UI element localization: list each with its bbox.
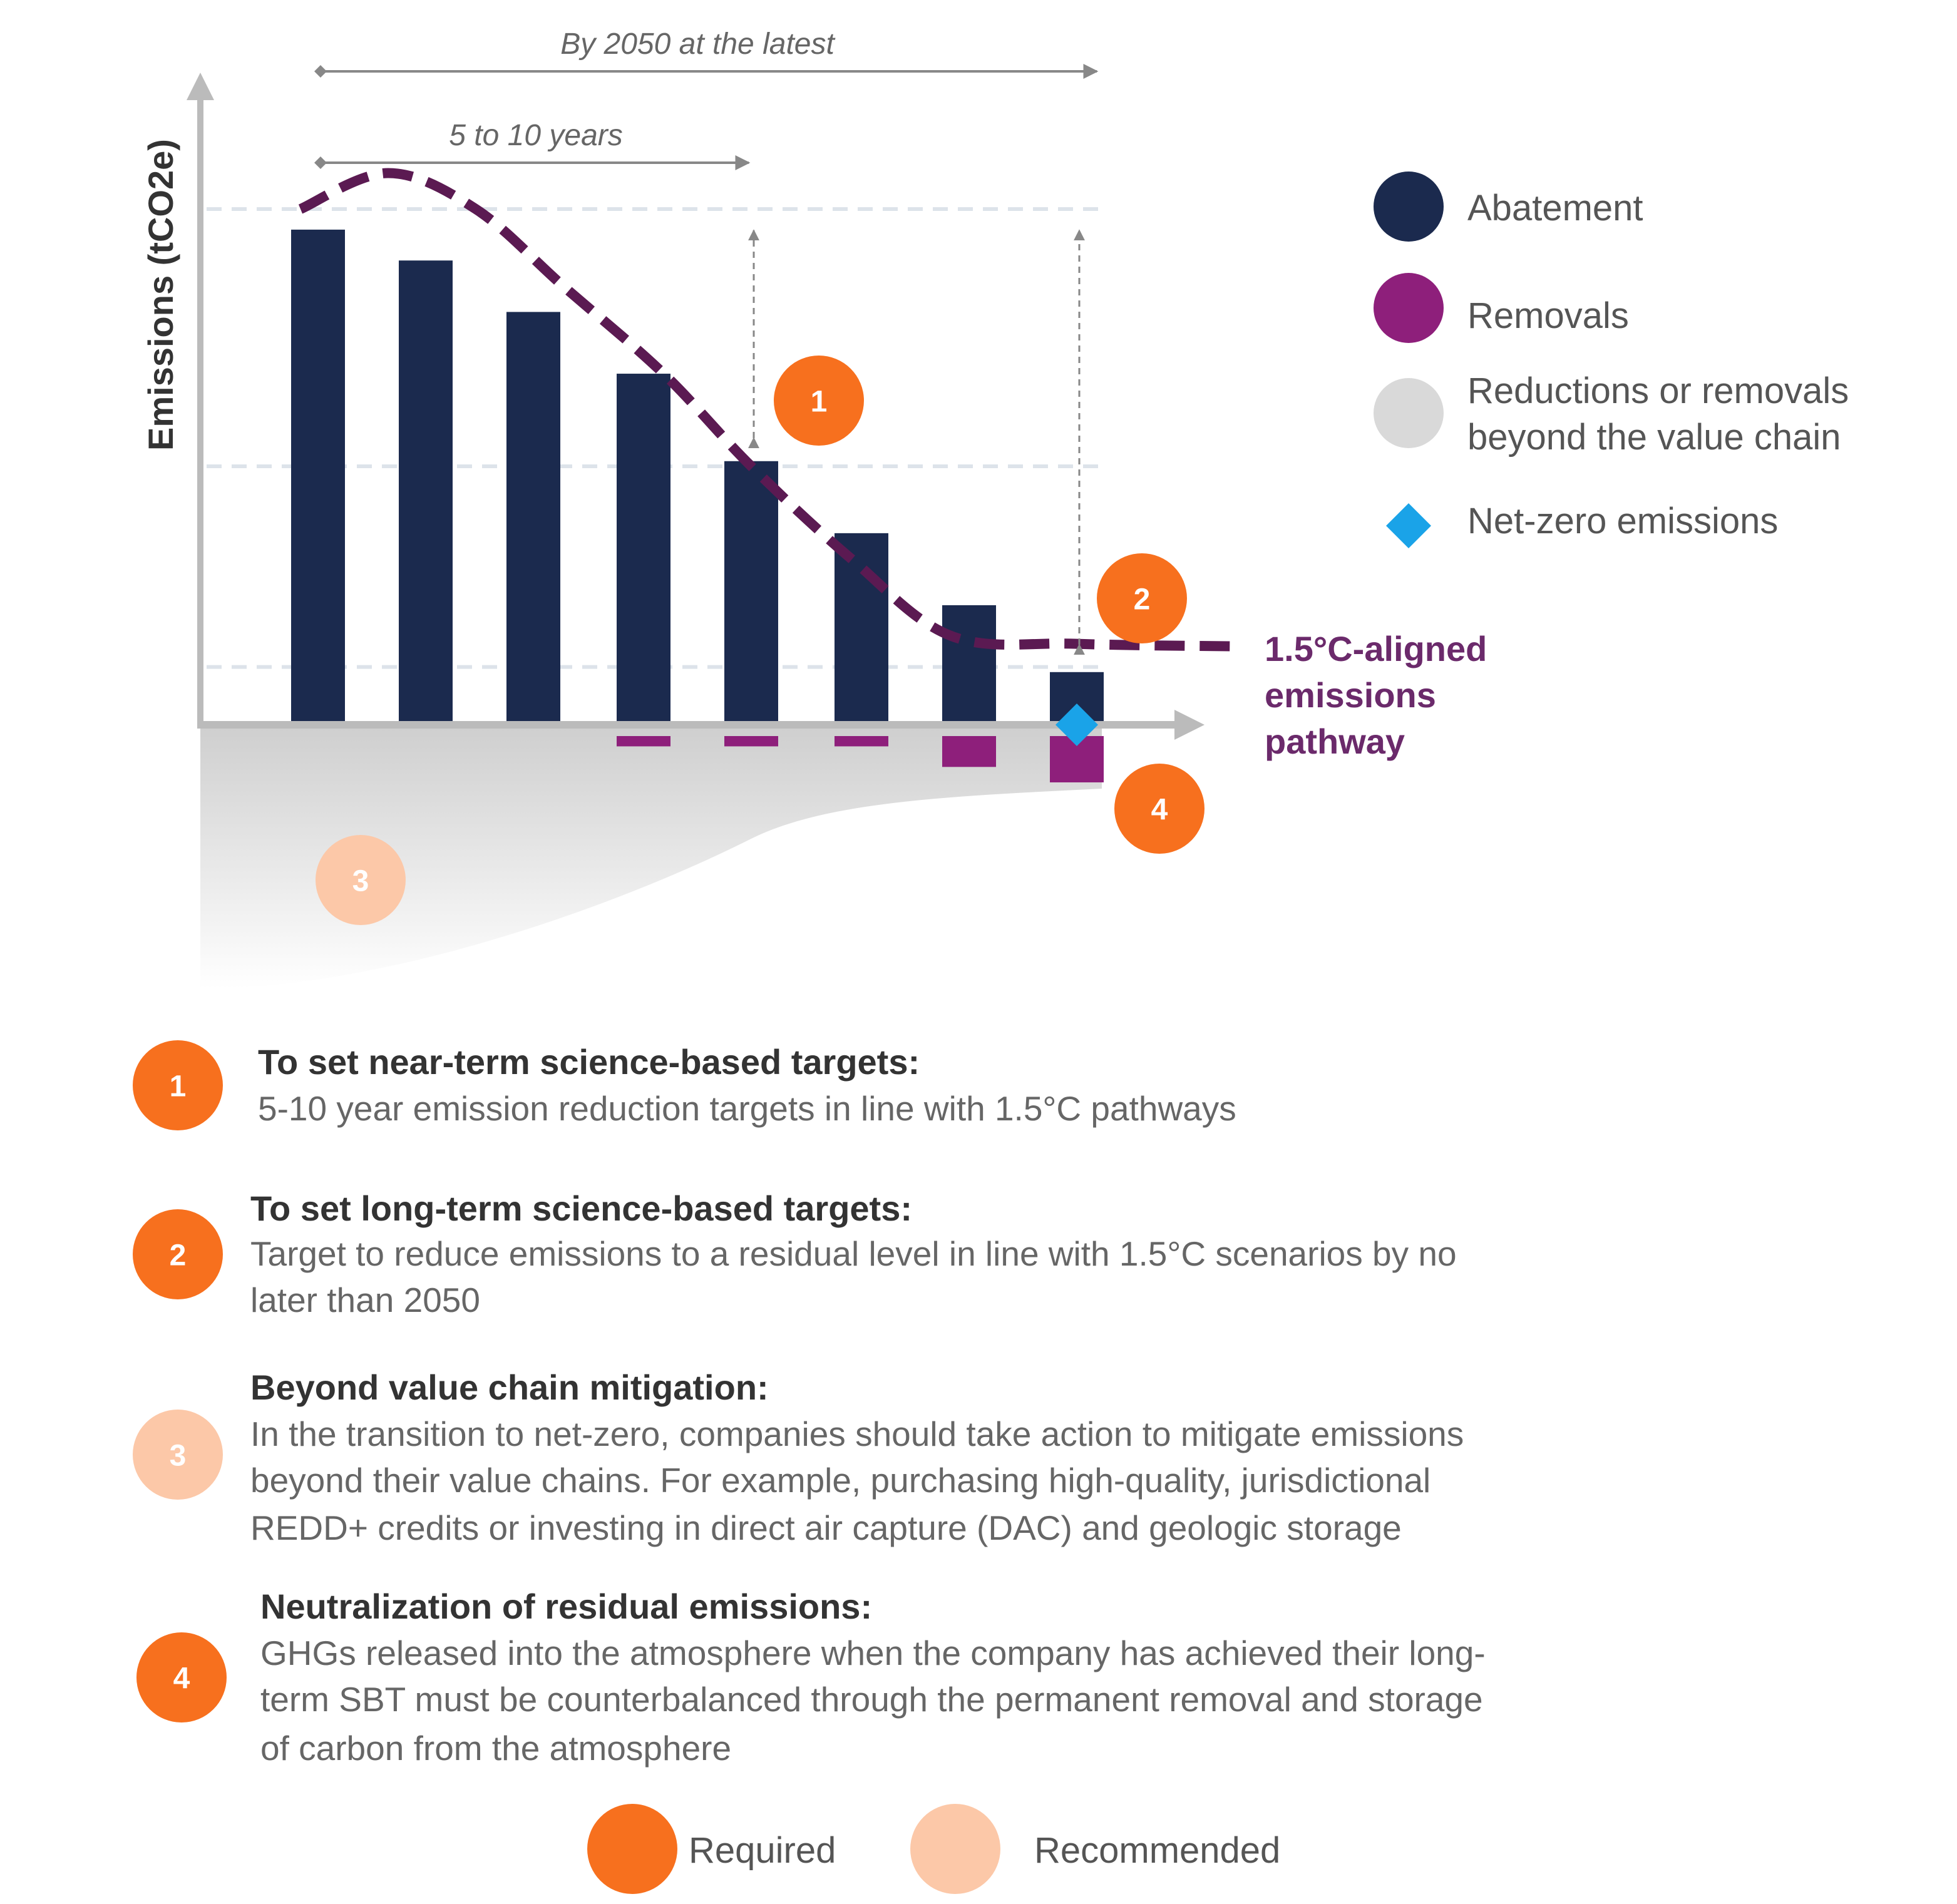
removals-bar — [835, 736, 888, 747]
svg-text:1: 1 — [811, 386, 828, 419]
legend-beyond-value-chain-swatch — [1374, 378, 1444, 448]
legend-abatement-swatch — [1374, 171, 1444, 242]
chart-badge-4: 4 — [1114, 764, 1205, 854]
step-text: of carbon from the atmosphere — [260, 1729, 731, 1768]
step-text: 5-10 year emission reduction targets in … — [258, 1089, 1236, 1128]
bars — [291, 229, 1104, 782]
step-badge — [133, 1040, 223, 1130]
net-zero-diamond-icon — [1056, 704, 1098, 746]
required-swatch — [587, 1804, 677, 1894]
abatement-bar — [942, 605, 996, 724]
pathway-label-line-3: pathway — [1265, 722, 1405, 761]
legend-net-zero-label: Net-zero emissions — [1467, 501, 1778, 541]
x-axis-arrow-icon — [1174, 710, 1205, 740]
step-badge — [133, 1209, 223, 1299]
step-text: later than 2050 — [250, 1281, 480, 1319]
chart-badge-2: 2 — [1097, 553, 1187, 643]
recommended-label: Recommended — [1034, 1830, 1280, 1871]
legend-removals-swatch — [1374, 273, 1444, 343]
step-4: 4 Neutralization of residual emissions: … — [136, 1587, 1486, 1768]
step-text: beyond their value chains. For example, … — [250, 1461, 1431, 1500]
step-2: 2 To set long-term science-based targets… — [133, 1189, 1457, 1319]
step-title: Beyond value chain mitigation: — [250, 1368, 769, 1407]
abatement-bar — [399, 260, 453, 724]
abatement-bar — [724, 461, 778, 724]
step-3: 3 Beyond value chain mitigation: In the … — [133, 1368, 1464, 1547]
svg-text:1: 1 — [170, 1070, 187, 1103]
step-text: In the transition to net-zero, companies… — [250, 1415, 1464, 1453]
step-badge — [136, 1632, 227, 1722]
svg-text:2: 2 — [1134, 583, 1151, 617]
pathway-label-line-2: emissions — [1265, 675, 1436, 715]
step-badge — [133, 1410, 223, 1500]
span-short-label: 5 to 10 years — [449, 119, 623, 152]
svg-text:4: 4 — [1151, 794, 1168, 827]
beyond-value-chain-area — [200, 729, 1102, 989]
removals-bar — [942, 736, 996, 767]
y-axis-arrow-icon — [187, 73, 214, 100]
pathway-label-line-1: 1.5°C-aligned — [1265, 629, 1487, 668]
required-label: Required — [689, 1830, 836, 1871]
step-title: To set near-term science-based targets: — [258, 1042, 920, 1082]
svg-text:3: 3 — [170, 1440, 187, 1473]
legend-net-zero-diamond-icon — [1386, 503, 1431, 548]
footer-legend: Required Recommended — [587, 1804, 1280, 1894]
chart-badge-3: 3 — [316, 835, 406, 925]
legend: Abatement Removals Reductions or removal… — [1374, 171, 1849, 548]
recommended-swatch — [910, 1804, 1000, 1894]
abatement-bar — [617, 374, 670, 724]
step-title: Neutralization of residual emissions: — [260, 1587, 872, 1626]
legend-abatement-label: Abatement — [1467, 188, 1643, 228]
y-axis-label: Emissions (tCO2e) — [141, 139, 180, 451]
step-title: To set long-term science-based targets: — [250, 1189, 912, 1228]
abatement-bar — [506, 312, 560, 724]
step-text: GHGs released into the atmosphere when t… — [260, 1634, 1486, 1672]
step-text: REDD+ credits or investing in direct air… — [250, 1508, 1402, 1547]
span-long-label: By 2050 at the latest — [560, 28, 835, 61]
legend-beyond-value-chain-label-2: beyond the value chain — [1467, 417, 1841, 458]
pathway-line — [298, 168, 1240, 652]
removals-bar — [617, 736, 670, 747]
chart-badge-1: 1 — [774, 356, 864, 446]
removals-bar — [724, 736, 778, 747]
step-text: term SBT must be counterbalanced through… — [260, 1680, 1483, 1719]
step-1: 1 To set near-term science-based targets… — [133, 1040, 1236, 1130]
svg-text:2: 2 — [170, 1239, 187, 1272]
step-text: Target to reduce emissions to a residual… — [250, 1234, 1457, 1273]
legend-beyond-value-chain-label-1: Reductions or removals — [1467, 371, 1849, 411]
legend-removals-label: Removals — [1467, 295, 1629, 336]
abatement-bar — [835, 533, 888, 724]
abatement-bar — [291, 229, 345, 724]
svg-text:3: 3 — [352, 865, 369, 898]
svg-text:4: 4 — [173, 1662, 190, 1696]
